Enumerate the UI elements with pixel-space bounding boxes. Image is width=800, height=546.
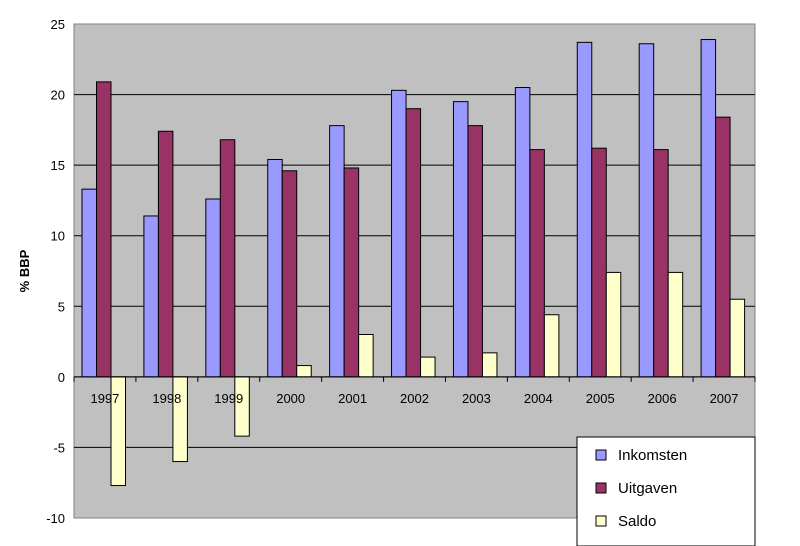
x-tick-label: 2002: [400, 391, 429, 406]
bar-saldo: [172, 376, 188, 463]
bar-uitgaven: [343, 167, 360, 378]
bar-saldo: [234, 376, 250, 437]
bar-uitgaven: [715, 116, 731, 378]
bar-inkomsten: [638, 43, 655, 378]
legend-swatch-uitgaven: [595, 482, 607, 494]
bar-inkomsten: [576, 41, 593, 378]
bar-uitgaven: [157, 130, 174, 378]
x-tick-label: 2007: [710, 391, 739, 406]
bar-saldo: [605, 271, 622, 378]
legend: Inkomsten Uitgaven Saldo: [576, 436, 756, 546]
bar-uitgaven: [467, 125, 483, 378]
x-tick-label: 2006: [648, 391, 677, 406]
x-tick-label: 2003: [462, 391, 491, 406]
legend-swatch-inkomsten: [595, 449, 607, 461]
y-tick-label: 5: [58, 299, 65, 314]
bar-uitgaven: [281, 170, 298, 378]
x-tick-label: 2004: [524, 391, 553, 406]
bar-uitgaven: [405, 108, 422, 378]
y-tick-label: 15: [51, 158, 65, 173]
bar-inkomsten: [81, 188, 97, 378]
bar-uitgaven: [529, 149, 545, 378]
x-tick-label: 1999: [214, 391, 243, 406]
bars: [73, 39, 756, 487]
bar-inkomsten: [205, 198, 221, 378]
bar-inkomsten: [514, 87, 531, 378]
y-tick-label: 10: [51, 229, 65, 244]
legend-label-saldo: Saldo: [618, 513, 656, 530]
bar-saldo: [358, 334, 374, 378]
bar-uitgaven: [96, 81, 112, 378]
bar-inkomsten: [143, 215, 159, 378]
bar-uitgaven: [653, 149, 669, 378]
bar-uitgaven: [219, 139, 236, 378]
y-tick-label: 25: [51, 17, 65, 32]
bar-saldo: [729, 298, 746, 378]
y-tick-label: 0: [58, 370, 65, 385]
x-tick-label: 2000: [276, 391, 305, 406]
y-axis-label: % BBP: [17, 249, 32, 292]
y-tick-label: -5: [53, 440, 65, 455]
x-tick-label: 1997: [90, 391, 119, 406]
legend-box: [576, 436, 756, 546]
bar-inkomsten: [391, 89, 407, 378]
y-tick-label: -10: [46, 511, 65, 526]
y-tick-labels: 25 20 15 10 5 0 -5 -10: [46, 17, 65, 526]
x-tick-label: 1998: [152, 391, 181, 406]
x-tick-label: 2001: [338, 391, 367, 406]
bar-saldo: [296, 365, 312, 378]
bar-inkomsten: [700, 39, 717, 378]
x-tick-label: 2005: [586, 391, 615, 406]
bar-saldo: [543, 314, 560, 378]
y-tick-label: 20: [51, 88, 65, 103]
legend-swatch-saldo: [595, 515, 607, 527]
bar-inkomsten: [452, 101, 469, 378]
bar-inkomsten: [329, 125, 345, 378]
legend-label-inkomsten: Inkomsten: [618, 447, 687, 464]
bar-saldo: [481, 352, 498, 378]
bar-inkomsten: [267, 158, 283, 378]
x-tick-labels: 1997 1998 1999 2000 2001 2002 2003 2004 2005 2006…: [90, 391, 738, 406]
bar-saldo: [420, 356, 436, 378]
bar-saldo: [667, 271, 684, 378]
bar-uitgaven: [591, 147, 607, 378]
legend-label-uitgaven: Uitgaven: [618, 480, 677, 497]
